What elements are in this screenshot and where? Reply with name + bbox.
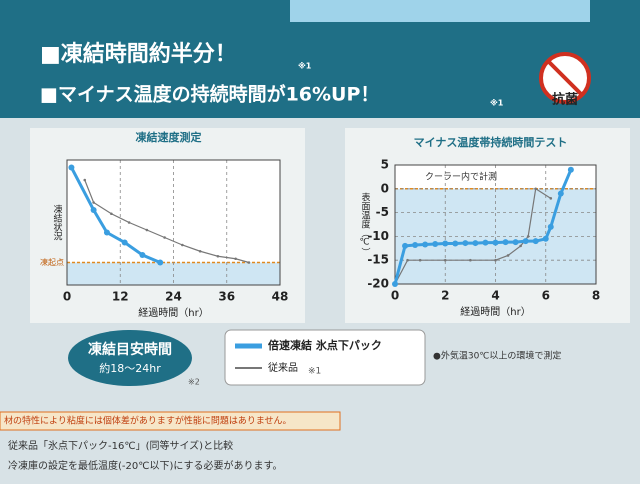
annotation: クーラー内で計測 (425, 171, 497, 183)
warning: 材の特性により粘度には個体差がありますが性能に問題はありません。 (4, 415, 292, 427)
small-point (181, 243, 184, 247)
y-tick-label: 5 (381, 158, 389, 172)
small-point (549, 197, 553, 200)
footer-text: 冷凍庫の設定を最低温度(-20℃以下)にする必要があります。 (8, 459, 282, 472)
badge-slash (546, 59, 584, 97)
badge-label: 抗菌 (552, 92, 578, 108)
point (542, 235, 549, 242)
small-point (494, 258, 497, 262)
headline: ■凍結時間約半分！ (40, 41, 237, 67)
point (442, 240, 449, 247)
point (157, 259, 164, 266)
y-tick-label: -5 (376, 205, 389, 219)
footer-text: 従来品「氷点下パック-16℃」(同等サイズ)と比較 (8, 439, 233, 452)
point (90, 207, 97, 213)
legend-label: 従来品 (268, 361, 298, 374)
point (462, 240, 469, 247)
legend-label: 倍速凍結 氷点下パック (268, 338, 382, 352)
y-tick-label: -15 (367, 253, 389, 267)
small-point (234, 257, 237, 261)
small-point (198, 249, 202, 253)
point (492, 239, 499, 246)
x-axis-label: 経過時間（hr） (460, 305, 530, 318)
point (392, 281, 398, 287)
y-tick-label: 0 (381, 181, 389, 195)
x-axis-label: 経過時間（hr） (138, 306, 208, 319)
point (432, 241, 439, 248)
x-tick-label: 48 (272, 290, 289, 304)
x-tick-label: 4 (491, 289, 499, 303)
legend-box (224, 329, 426, 386)
y-axis-label: 凍結状況 (52, 203, 63, 241)
warning-bar (0, 411, 341, 431)
point (121, 239, 128, 246)
point (522, 238, 529, 245)
small-point (406, 258, 409, 262)
small-point (519, 244, 522, 248)
y-axis-label: 表面温度（℃） (360, 191, 371, 256)
small-point (83, 178, 87, 182)
plot-frame (66, 159, 281, 286)
small-point (443, 258, 447, 262)
small-point (216, 254, 220, 258)
small-point (92, 201, 95, 204)
point (422, 241, 429, 248)
time-value: 約18～24hr (99, 361, 161, 375)
chart-title: 凍結速度測定 (136, 130, 202, 144)
point (68, 164, 75, 171)
point (512, 239, 519, 246)
small-point (469, 258, 472, 262)
small-point (418, 258, 422, 262)
footnote: ※1 (298, 61, 312, 71)
headline: ■マイナス温度の持続時間が16%UP！ (40, 83, 379, 106)
time-box (68, 330, 192, 386)
point (557, 190, 564, 197)
point (472, 240, 479, 247)
small-point (127, 221, 131, 224)
point (482, 239, 489, 246)
x-tick-label: 8 (592, 289, 600, 303)
y-tick-label: -20 (367, 277, 389, 291)
small-point (110, 212, 113, 216)
x-tick-label: 0 (391, 289, 399, 303)
x-tick-label: 6 (542, 289, 550, 303)
small-point (526, 235, 530, 238)
ref-label: 凍起点 (40, 257, 64, 267)
small-point (247, 261, 251, 264)
point (139, 252, 146, 258)
small-point (145, 228, 149, 232)
plot-frame (394, 164, 597, 285)
header-tab (290, 0, 590, 22)
x-tick-label: 24 (165, 290, 182, 304)
point (412, 241, 419, 248)
footnote: ※1 (490, 98, 504, 108)
point (103, 229, 110, 236)
x-tick-label: 36 (218, 290, 235, 304)
point (532, 238, 539, 245)
series-line (70, 166, 161, 264)
footnote: ※1 (308, 367, 321, 377)
point (567, 166, 574, 173)
x-tick-label: 2 (441, 289, 449, 303)
measure-note: ●外気温30℃以上の環境で測定 (433, 350, 561, 362)
point (547, 223, 554, 230)
point (502, 239, 509, 246)
time-title: 凍結目安時間 (88, 341, 172, 358)
small-point (534, 187, 537, 191)
point (402, 242, 409, 249)
y-tick-label: -10 (367, 229, 389, 243)
x-tick-label: 12 (112, 290, 129, 304)
chart-title: マイナス温度帯持続時間テスト (414, 135, 568, 149)
small-point (506, 254, 510, 257)
x-tick-label: 0 (63, 290, 71, 304)
small-point (163, 236, 166, 239)
point (452, 240, 459, 247)
footnote: ※2 (188, 378, 200, 387)
